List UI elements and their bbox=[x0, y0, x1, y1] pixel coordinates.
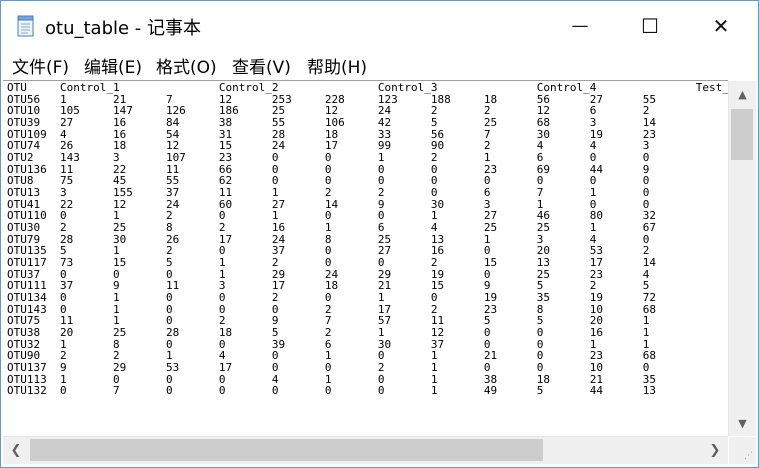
chevron-right-icon: ❯ bbox=[709, 443, 721, 458]
menu-file[interactable]: 文件(F) bbox=[12, 58, 70, 78]
menu-view[interactable]: 查看(V) bbox=[232, 58, 291, 78]
scroll-down-button[interactable]: ▼ bbox=[729, 410, 756, 436]
maximize-button[interactable]: ☐ bbox=[627, 1, 673, 51]
menu-format[interactable]: 格式(O) bbox=[156, 58, 217, 78]
resize-grip-icon: ⋰ bbox=[744, 451, 753, 461]
scroll-right-button[interactable]: ❯ bbox=[702, 437, 728, 464]
chevron-up-icon: ▲ bbox=[738, 87, 747, 101]
close-icon: ✕ bbox=[712, 14, 730, 38]
vertical-scroll-thumb[interactable] bbox=[731, 109, 753, 160]
menu-bar: 文件(F) 编辑(E) 格式(O) 查看(V) 帮助(H) bbox=[1, 51, 758, 79]
vertical-scrollbar[interactable]: ▲ ▼ bbox=[728, 81, 756, 436]
minimize-button[interactable]: — bbox=[557, 1, 603, 51]
minimize-icon: — bbox=[571, 16, 589, 36]
close-button[interactable]: ✕ bbox=[698, 1, 744, 51]
title-bar[interactable]: otu_table - 记事本 — ☐ ✕ bbox=[1, 1, 758, 51]
window-title: otu_table - 记事本 bbox=[45, 18, 202, 39]
horizontal-scrollbar[interactable]: ❮ ❯ bbox=[3, 436, 728, 464]
chevron-left-icon: ❮ bbox=[10, 443, 22, 458]
resize-corner[interactable]: ⋰ bbox=[729, 437, 756, 464]
maximize-icon: ☐ bbox=[641, 14, 659, 38]
horizontal-scroll-thumb[interactable] bbox=[30, 439, 543, 461]
text-editor[interactable]: OTU Control_1 Control_2 Control_3 Contro… bbox=[3, 80, 728, 437]
scroll-up-button[interactable]: ▲ bbox=[729, 81, 756, 107]
document-text[interactable]: OTU Control_1 Control_2 Control_3 Contro… bbox=[7, 81, 728, 398]
chevron-down-icon: ▼ bbox=[738, 416, 747, 430]
notepad-icon bbox=[17, 15, 34, 37]
scroll-left-button[interactable]: ❮ bbox=[3, 437, 29, 464]
menu-edit[interactable]: 编辑(E) bbox=[84, 58, 143, 78]
menu-help[interactable]: 帮助(H) bbox=[307, 58, 368, 78]
